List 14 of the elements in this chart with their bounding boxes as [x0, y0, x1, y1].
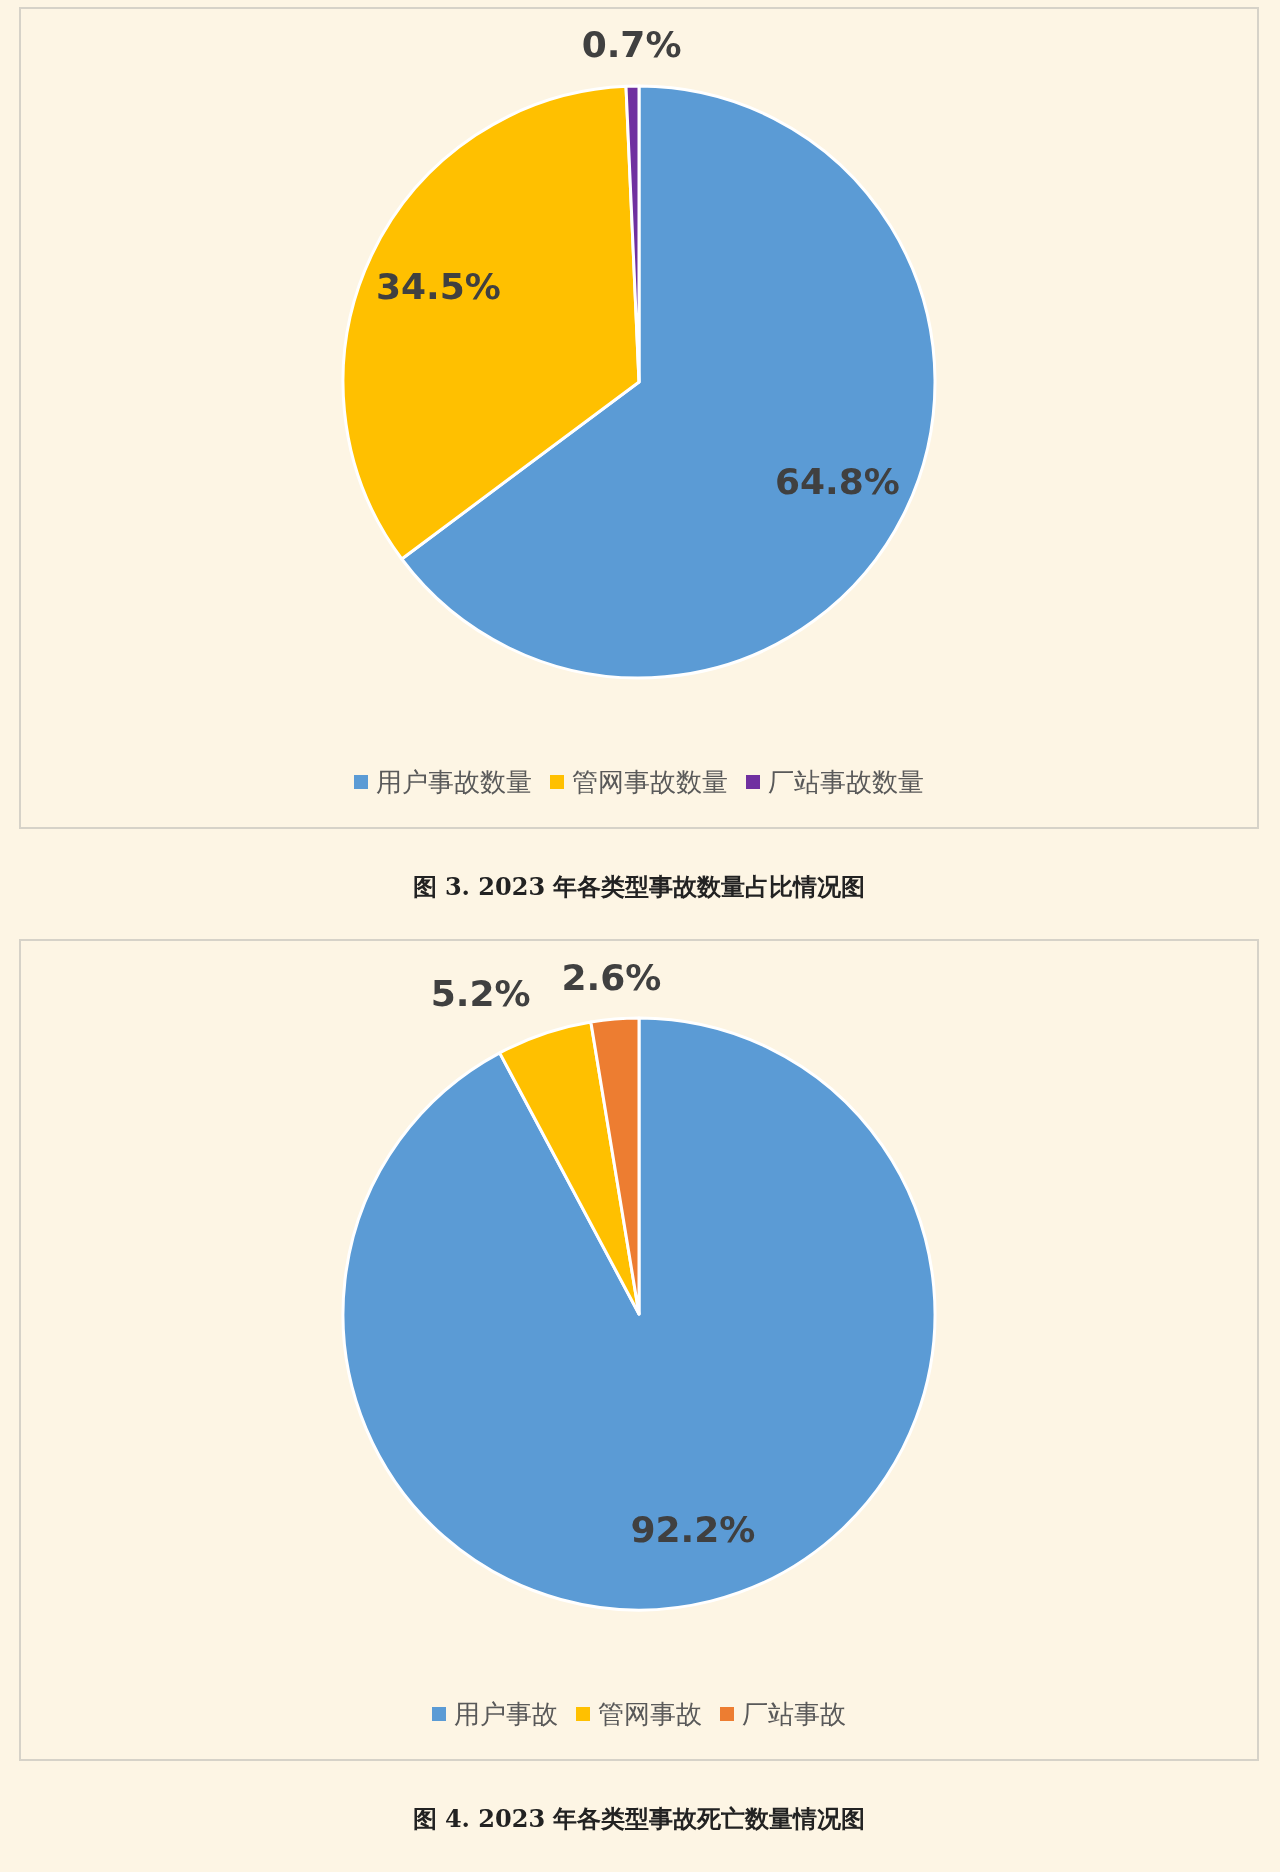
data-label: 34.5%	[375, 266, 501, 308]
data-label: 64.8%	[774, 461, 900, 503]
legend-label: 管网事故数量	[572, 767, 728, 797]
data-label: 2.6%	[561, 956, 662, 998]
data-label: 5.2%	[430, 973, 531, 1015]
legend-label: 厂站事故数量	[768, 767, 924, 797]
data-label: 0.7%	[581, 23, 682, 65]
legend-label: 管网事故	[598, 1699, 702, 1729]
legend-label: 用户事故数量	[376, 767, 532, 797]
caption: 图 4. 2023 年各类型事故死亡数量情况图	[412, 1803, 866, 1833]
data-label: 92.2%	[630, 1508, 756, 1550]
legend-label: 厂站事故	[742, 1699, 846, 1729]
legend-label: 用户事故	[454, 1699, 558, 1729]
caption: 图 3. 2023 年各类型事故数量占比情况图	[412, 871, 866, 901]
